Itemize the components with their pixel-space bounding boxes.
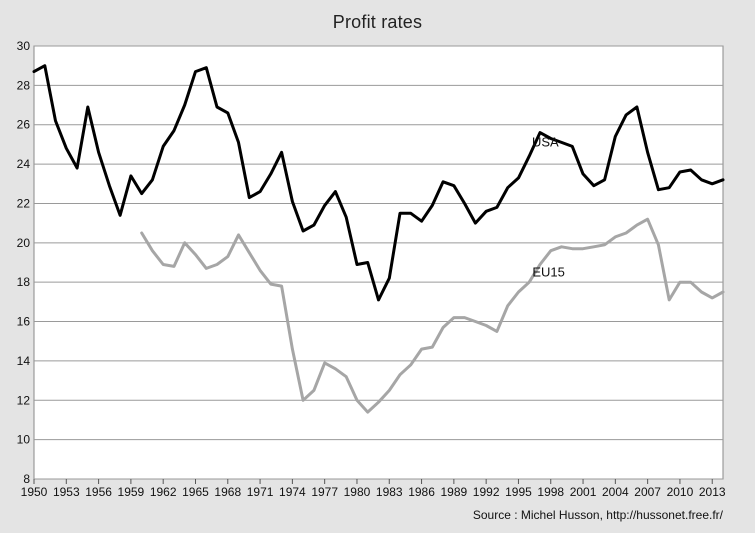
chart-title: Profit rates <box>332 12 423 32</box>
x-tick-label: 2013 <box>699 485 726 499</box>
y-tick-label: 20 <box>17 236 31 250</box>
x-tick-label: 2010 <box>667 485 694 499</box>
series-label-usa: USA <box>532 134 559 149</box>
x-tick-label: 1995 <box>505 485 532 499</box>
x-tick-label: 1986 <box>408 485 435 499</box>
x-tick-label: 1968 <box>214 485 241 499</box>
x-tick-label: 1983 <box>376 485 403 499</box>
y-tick-label: 24 <box>17 157 31 171</box>
x-tick-label: 1971 <box>247 485 274 499</box>
series-lines <box>32 64 725 414</box>
x-tick-label: 1956 <box>85 485 112 499</box>
series-line-usa <box>32 64 725 302</box>
y-tick-label: 14 <box>17 354 31 368</box>
x-tick-label: 1992 <box>473 485 500 499</box>
gridlines <box>34 45 723 480</box>
y-tick-label: 22 <box>17 196 31 210</box>
x-tick-label: 2001 <box>570 485 597 499</box>
y-tick-label: 30 <box>17 39 31 53</box>
y-tick-label: 26 <box>17 118 31 132</box>
axis-ticks: 8 10 12 14 16 18 20 22 24 26 28 30 1950 1953 1956 1959 1… <box>17 39 726 499</box>
series-line-eu15 <box>140 217 725 414</box>
y-tick-label: 12 <box>17 393 31 407</box>
x-tick-label: 1962 <box>150 485 177 499</box>
x-tick-label: 2004 <box>602 485 629 499</box>
series-annotations: USA EU15 <box>532 134 565 279</box>
x-tick-label: 1950 <box>21 485 48 499</box>
y-tick-label: 16 <box>17 315 31 329</box>
x-tick-label: 1977 <box>311 485 338 499</box>
plot-background <box>33 45 724 480</box>
x-tick-label: 2007 <box>634 485 661 499</box>
x-tick-label: 1998 <box>537 485 564 499</box>
x-tick-label: 1989 <box>441 485 468 499</box>
y-tick-label: 10 <box>17 433 31 447</box>
x-tick-label: 1959 <box>118 485 145 499</box>
y-tick-label: 8 <box>23 472 30 486</box>
y-tick-label: 28 <box>17 78 31 92</box>
y-tick-label: 18 <box>17 275 31 289</box>
x-tick-label: 1980 <box>344 485 371 499</box>
source-note: Source : Michel Husson, http://hussonet.… <box>472 508 723 522</box>
x-tick-label: 1974 <box>279 485 306 499</box>
x-tick-label: 1953 <box>53 485 80 499</box>
series-label-eu15: EU15 <box>532 264 565 279</box>
x-tick-label: 1965 <box>182 485 209 499</box>
